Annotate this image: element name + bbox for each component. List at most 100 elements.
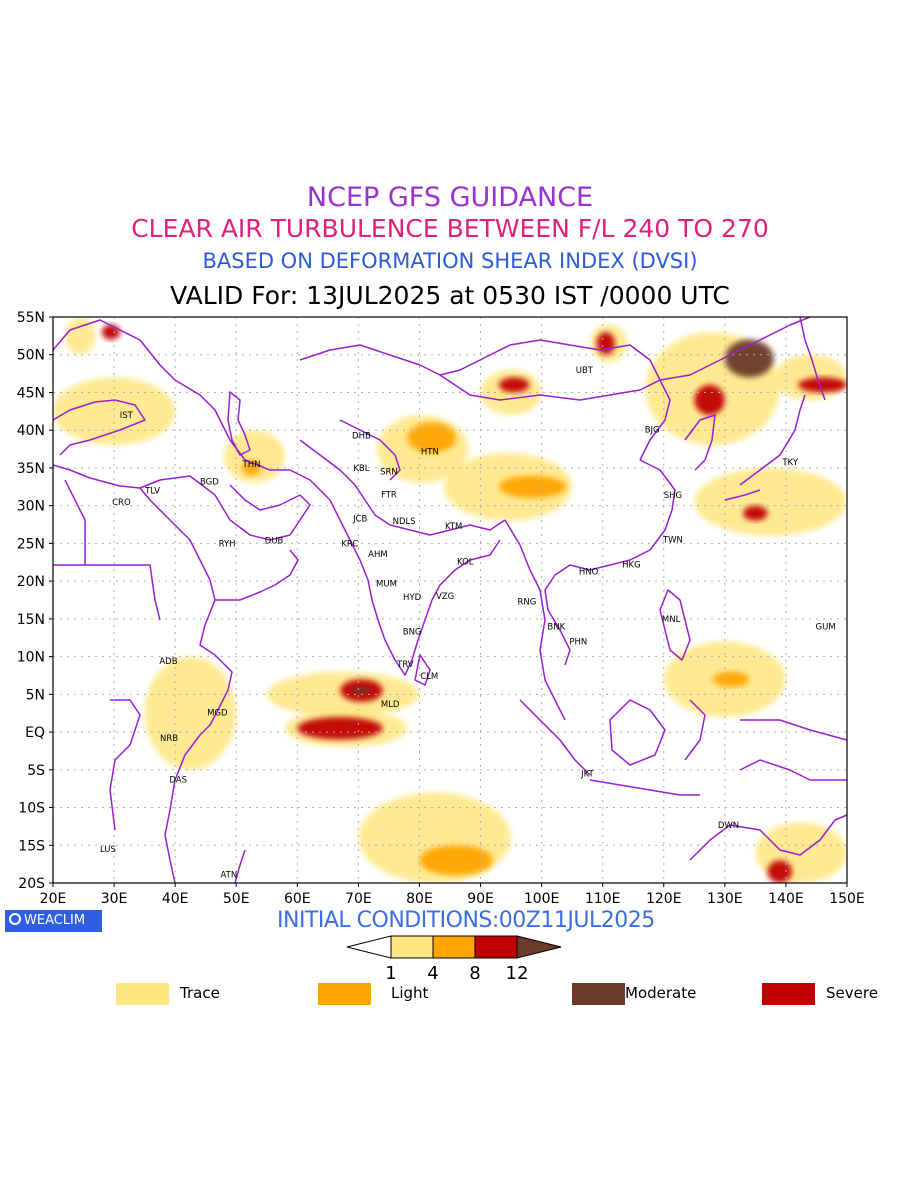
city-label-srn: SRN: [380, 468, 398, 478]
city-label-tky: TKY: [781, 458, 798, 468]
brand-badge: WEACLIM: [5, 910, 102, 932]
city-label-phn: PHN: [569, 638, 587, 648]
legend-swatch-light: [318, 983, 371, 1005]
colorbar-severe: [474, 935, 518, 959]
city-label-atn: ATN: [221, 871, 238, 881]
turbulence-area-trace: [65, 317, 96, 355]
lon-tick-label: 90E: [467, 891, 494, 907]
lon-tick-label: 20E: [40, 891, 67, 907]
colorbar-tick-4: 4: [427, 963, 438, 984]
legend-label-severe: Severe: [826, 984, 878, 1002]
city-label-bjg: BJG: [645, 425, 660, 435]
city-label-adb: ADB: [159, 657, 177, 667]
city-label-gum: GUM: [816, 622, 836, 632]
colorbar-moderate: [516, 935, 562, 959]
city-label-bnk: BNK: [547, 622, 565, 632]
city-label-hkg: HKG: [622, 561, 641, 571]
city-label-dub: DUB: [265, 536, 284, 546]
city-label-bng: BNG: [403, 628, 422, 638]
turbulence-area-trace: [224, 430, 286, 484]
lat-tick-label: 15S: [18, 838, 45, 854]
lon-tick-label: 30E: [101, 891, 128, 907]
turbulence-area-trace: [773, 354, 847, 401]
city-label-mld: MLD: [381, 700, 400, 710]
colorbar-below: [346, 935, 392, 959]
city-label-rng: RNG: [518, 598, 537, 608]
colorbar: 1 4 8 12: [346, 935, 562, 984]
axis-labels: 20E 30E 40E 50E 60E 70E 80E 90E 100E 110E 120E 130E…: [17, 310, 865, 907]
turbulence-area-severe: [767, 860, 793, 883]
city-label-twn: TWN: [662, 536, 683, 546]
lon-tick-label: 70E: [345, 891, 372, 907]
city-label-ryh: RYH: [219, 539, 236, 549]
country-boundaries: [53, 317, 847, 883]
lat-tick-label: 50N: [17, 348, 45, 364]
city-label-nrb: NRB: [160, 734, 178, 744]
city-label-mgd: MGD: [207, 708, 228, 718]
legend-swatch-severe: [762, 983, 815, 1005]
title-valid-time: VALID For: 13JUL2025 at 0530 IST /0000 U…: [170, 281, 730, 310]
city-label-dwn: DWN: [718, 821, 739, 831]
turbulence-area-trace: [53, 377, 176, 446]
colorbar-tick-12: 12: [506, 963, 529, 984]
lat-tick-label: 5S: [27, 763, 45, 779]
lat-tick-label: 45N: [17, 385, 45, 401]
city-label-das: DAS: [169, 776, 187, 786]
turbulence-area-trace: [480, 369, 542, 416]
city-label-clm: CLM: [420, 672, 438, 682]
turbulence-area-light: [419, 845, 493, 876]
lon-tick-label: 140E: [768, 891, 804, 907]
lon-tick-label: 60E: [284, 891, 311, 907]
turbulence-area-trace: [694, 467, 847, 536]
lon-tick-label: 150E: [829, 891, 865, 907]
legend-swatch-trace: [116, 983, 169, 1005]
title-product: NCEP GFS GUIDANCE: [306, 182, 594, 213]
colorbar-tick-8: 8: [469, 963, 480, 984]
city-labels: IST TLV CRO BGD THN RYH DUB DHB KBL SRN HTN FTR JCB N…: [100, 366, 836, 881]
lat-tick-label: 25N: [17, 536, 45, 552]
turbulence-area-severe: [101, 324, 121, 340]
colorbar-trace: [390, 935, 434, 959]
city-label-trv: TRV: [396, 660, 414, 670]
lon-tick-label: 100E: [524, 891, 560, 907]
turbulence-area-light: [712, 671, 750, 687]
lat-tick-label: 5N: [26, 687, 45, 703]
lon-tick-label: 130E: [707, 891, 743, 907]
lat-tick-label: 40N: [17, 423, 45, 439]
city-label-ndls: NDLS: [393, 517, 416, 527]
weaclim-logo-icon: [9, 913, 21, 925]
city-label-tlv: TLV: [144, 487, 160, 497]
city-label-mnl: MNL: [662, 615, 681, 625]
lat-tick-label: 55N: [17, 310, 45, 326]
city-label-ktm: KTM: [445, 522, 462, 532]
lat-tick-label: 15N: [17, 612, 45, 628]
turbulence-area-moderate: [352, 686, 371, 695]
city-label-ahm: AHM: [368, 550, 388, 560]
title-method: BASED ON DEFORMATION SHEAR INDEX (DVSI): [202, 249, 698, 273]
turbulence-area-severe: [798, 377, 847, 393]
turbulence-area-moderate: [724, 339, 774, 378]
city-label-bgd: BGD: [200, 478, 219, 488]
city-label-jcb: JCB: [352, 514, 367, 524]
lon-tick-label: 120E: [646, 891, 682, 907]
lat-tick-label: 20S: [18, 876, 45, 892]
city-label-krc: KRC: [341, 539, 358, 549]
lat-tick-label: 35N: [17, 461, 45, 477]
map-frame: [52, 316, 848, 884]
colorbar-light: [432, 935, 476, 959]
turbulence-area-trace: [144, 656, 237, 770]
lat-tick-label: 10S: [18, 801, 45, 817]
city-label-kol: KOL: [457, 558, 474, 568]
city-label-mum: MUM: [376, 579, 397, 589]
lat-tick-label: 30N: [17, 499, 45, 515]
legend-label-moderate: Moderate: [625, 984, 697, 1002]
lat-tick-label: EQ: [25, 725, 45, 741]
turbulence-area-severe: [694, 384, 725, 416]
turbulence-area-light: [498, 475, 567, 499]
colorbar-tick-1: 1: [385, 963, 396, 984]
city-label-ist: IST: [120, 411, 134, 421]
city-label-hno: HNO: [579, 567, 599, 577]
legend-label-trace: Trace: [180, 984, 220, 1002]
city-label-htn: HTN: [421, 447, 439, 457]
initial-conditions: INITIAL CONDITIONS:00Z11JUL2025: [277, 908, 655, 933]
